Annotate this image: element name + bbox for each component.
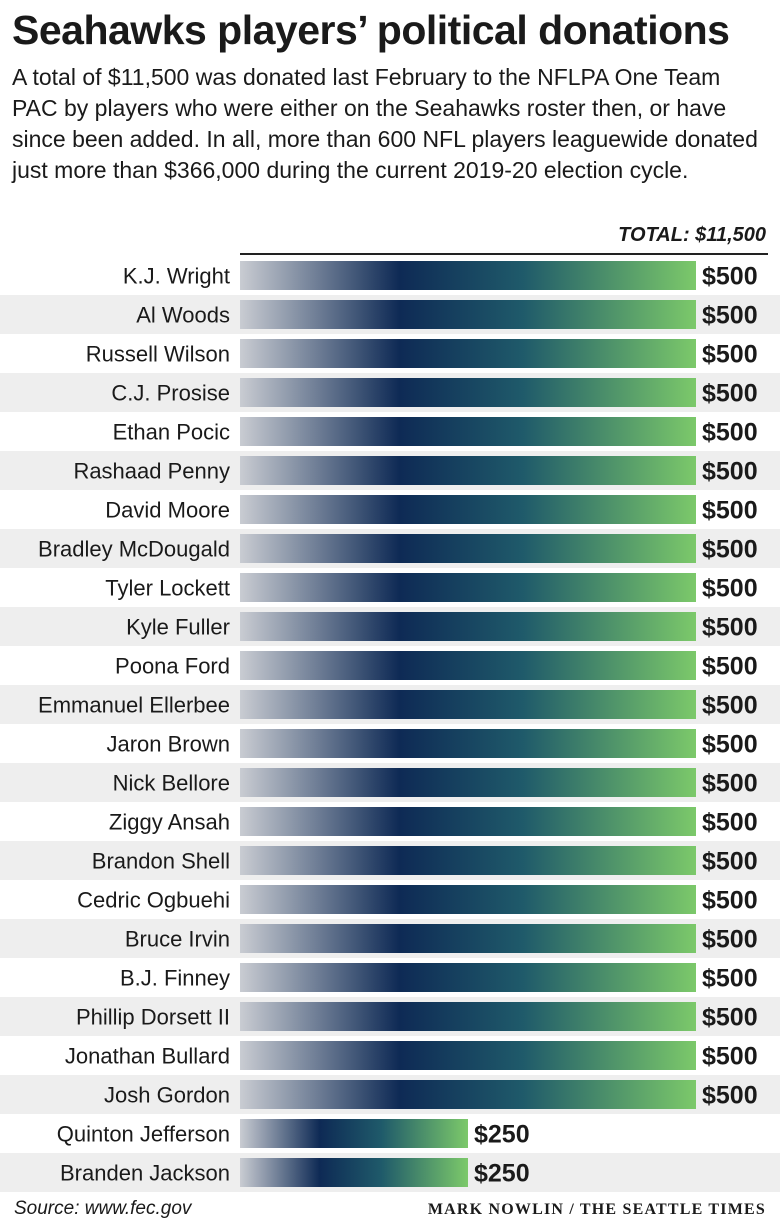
category-label: Bruce Irvin (125, 927, 230, 952)
value-label: $250 (474, 1121, 530, 1149)
value-label: $500 (702, 887, 758, 915)
category-label: Bradley McDougald (38, 537, 230, 562)
category-label: Josh Gordon (104, 1083, 230, 1108)
category-label: Nick Bellore (113, 771, 230, 796)
value-label: $500 (702, 731, 758, 759)
bar (240, 612, 696, 641)
bar (240, 1041, 696, 1070)
value-label: $500 (702, 1082, 758, 1110)
category-label: Ziggy Ansah (109, 810, 230, 835)
category-label: Phillip Dorsett II (76, 1005, 230, 1030)
source-note: Source: www.fec.gov (14, 1198, 192, 1219)
bar (240, 651, 696, 680)
value-label: $500 (702, 458, 758, 486)
value-label: $500 (702, 536, 758, 564)
total-rule (240, 253, 768, 255)
value-label: $500 (702, 770, 758, 798)
value-label: $500 (702, 575, 758, 603)
bar (240, 690, 696, 719)
category-label: Russell Wilson (86, 342, 230, 367)
value-label: $500 (702, 614, 758, 642)
bar (240, 963, 696, 992)
category-label: Brandon Shell (92, 849, 230, 874)
value-label: $500 (702, 692, 758, 720)
value-label: $250 (474, 1160, 530, 1188)
credit-line: MARK NOWLIN / THE SEATTLE TIMES (427, 1201, 766, 1218)
bar (240, 378, 696, 407)
bar (240, 339, 696, 368)
category-label: Emmanuel Ellerbee (38, 693, 230, 718)
bar (240, 885, 696, 914)
category-label: Cedric Ogbuehi (77, 888, 230, 913)
category-label: Rashaad Penny (73, 459, 230, 484)
value-label: $500 (702, 497, 758, 525)
category-label: Poona Ford (115, 654, 230, 679)
bar (240, 807, 696, 836)
category-label: Jonathan Bullard (65, 1044, 230, 1069)
value-label: $500 (702, 1004, 758, 1032)
category-label: C.J. Prosise (111, 381, 230, 406)
category-label: Branden Jackson (60, 1161, 230, 1186)
bar (240, 846, 696, 875)
chart-subtitle: A total of $11,500 was donated last Febr… (12, 64, 758, 183)
value-label: $500 (702, 341, 758, 369)
category-label: Al Woods (136, 303, 230, 328)
value-label: $500 (702, 809, 758, 837)
bar (240, 924, 696, 953)
value-label: $500 (702, 926, 758, 954)
chart-title: Seahawks players’ political donations (12, 7, 730, 53)
bar (240, 417, 696, 446)
category-label: Jaron Brown (106, 732, 230, 757)
category-label: Kyle Fuller (126, 615, 230, 640)
bar (240, 300, 696, 329)
bar (240, 1002, 696, 1031)
bar (240, 495, 696, 524)
bar (240, 534, 696, 563)
category-label: Ethan Pocic (113, 420, 230, 445)
value-label: $500 (702, 848, 758, 876)
category-label: David Moore (105, 498, 230, 523)
bar (240, 1158, 468, 1187)
total-label: TOTAL: $11,500 (618, 224, 766, 246)
value-label: $500 (702, 965, 758, 993)
bar (240, 1119, 468, 1148)
value-label: $500 (702, 263, 758, 291)
bar (240, 1080, 696, 1109)
value-label: $500 (702, 1043, 758, 1071)
value-label: $500 (702, 302, 758, 330)
bar (240, 729, 696, 758)
category-label: K.J. Wright (123, 264, 230, 289)
category-label: Tyler Lockett (105, 576, 230, 601)
category-label: Quinton Jefferson (57, 1122, 230, 1147)
bar (240, 261, 696, 290)
category-label: B.J. Finney (120, 966, 230, 991)
value-label: $500 (702, 380, 758, 408)
bar (240, 456, 696, 485)
value-label: $500 (702, 419, 758, 447)
bar (240, 573, 696, 602)
bar (240, 768, 696, 797)
value-label: $500 (702, 653, 758, 681)
